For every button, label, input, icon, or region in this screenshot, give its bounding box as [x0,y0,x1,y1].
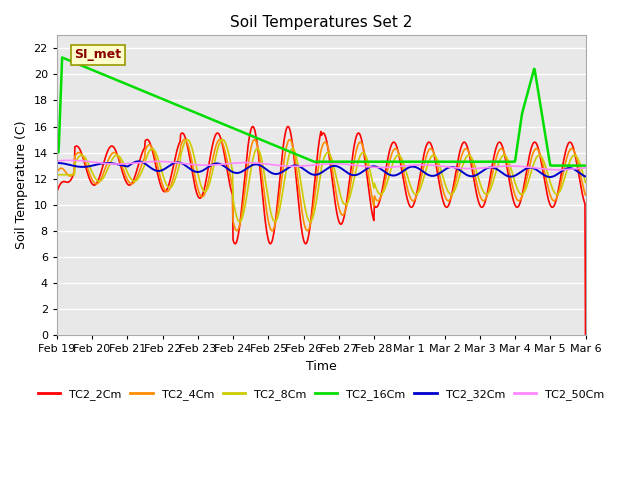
X-axis label: Time: Time [306,360,337,372]
Y-axis label: Soil Temperature (C): Soil Temperature (C) [15,121,28,250]
Legend: TC2_2Cm, TC2_4Cm, TC2_8Cm, TC2_16Cm, TC2_32Cm, TC2_50Cm: TC2_2Cm, TC2_4Cm, TC2_8Cm, TC2_16Cm, TC2… [34,384,609,404]
Text: SI_met: SI_met [74,48,122,61]
Title: Soil Temperatures Set 2: Soil Temperatures Set 2 [230,15,412,30]
